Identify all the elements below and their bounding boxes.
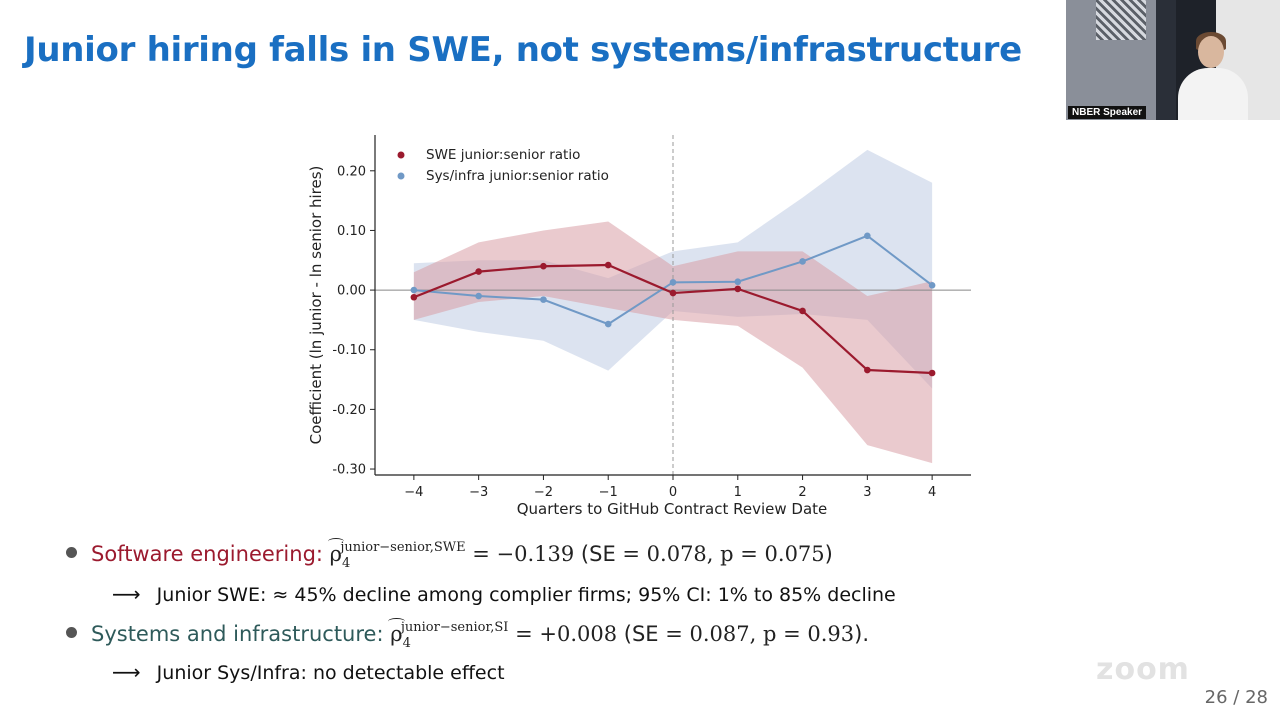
legend-marker-sys [397, 172, 405, 180]
speaker-body [1178, 68, 1248, 120]
legend-label-sys: Sys/infra junior:senior ratio [426, 168, 609, 184]
data-point-swe [410, 293, 418, 301]
estimate-value-swe: = −0.139 [465, 542, 575, 566]
data-point-swe [864, 366, 871, 374]
speaker-name-label: NBER Speaker [1068, 106, 1147, 119]
x-tick-label: 4 [928, 485, 936, 500]
data-point-swe [928, 369, 936, 377]
stats-values-sys: = 0.087, p = 0.93 [665, 622, 855, 646]
data-point-sys [928, 282, 936, 289]
bullet-label-sys: Systems and infrastructure: [91, 622, 384, 646]
data-point-swe [475, 268, 482, 275]
estimator-subscript: 4 [402, 636, 411, 651]
y-tick-label: 0.20 [337, 164, 366, 179]
data-point-swe [734, 285, 742, 293]
x-tick-label: 3 [863, 485, 871, 500]
bullet-label-swe: Software engineering: [91, 542, 323, 566]
stats-close-sys: ). [854, 622, 870, 646]
confidence-band-swe [413, 221, 933, 464]
data-point-swe [669, 289, 677, 297]
y-tick-label: -0.20 [332, 403, 366, 418]
bullet-swe: Software engineering: ρ4junior−senior,SW… [66, 538, 833, 571]
page-number: 26 / 28 [1204, 687, 1268, 708]
x-tick-label: 1 [734, 485, 742, 500]
data-point-swe [799, 307, 806, 315]
bullet-sys: Systems and infrastructure: ρ4junior−sen… [66, 618, 870, 651]
data-point-sys [799, 258, 806, 265]
sub-bullet-swe: ⟶ Junior SWE: ≈ 45% decline among complie… [112, 582, 896, 606]
estimator-formula-sys: ρ4junior−senior,SI = +0.008 [388, 618, 618, 651]
x-tick-label: −3 [469, 485, 488, 500]
video-wall-panel [1096, 0, 1146, 40]
y-tick-label: -0.10 [332, 343, 366, 358]
x-axis-label: Quarters to GitHub Contract Review Date [517, 500, 828, 518]
x-tick-label: 2 [798, 485, 806, 500]
stats-open-sys: (SE [617, 622, 666, 646]
rho-hat-symbol: ρ [327, 538, 345, 566]
zoom-watermark: zoom [1096, 652, 1190, 687]
bullet-dot [66, 546, 77, 558]
chart-legend: SWE junior:senior ratio Sys/infra junior… [397, 147, 609, 184]
estimator-superscript-swe: junior−senior,SWE [340, 540, 466, 555]
bullet-dot [66, 626, 77, 638]
legend-label-swe: SWE junior:senior ratio [426, 147, 580, 163]
right-arrow-icon: ⟶ [112, 660, 141, 684]
y-tick-label: -0.30 [332, 463, 366, 478]
y-tick-label: 0.10 [337, 224, 366, 239]
sub-bullet-sys: ⟶ Junior Sys/Infra: no detectable effect [112, 660, 505, 684]
event-study-chart: 0.20 0.10 0.00 -0.10 -0.20 -0.30 −4 −3 −2 −1 0 1 2 3… [307, 135, 971, 518]
y-axis-label: Coefficient (ln junior - ln senior hires… [307, 166, 325, 445]
speaker-head [1198, 36, 1224, 68]
estimator-subscript: 4 [342, 556, 351, 571]
sub-bullet-text-sys: Junior Sys/Infra: no detectable effect [156, 662, 505, 684]
estimate-value-sys: = +0.008 [508, 622, 618, 646]
stats-values-swe: = 0.078, p = 0.075 [622, 542, 825, 566]
stats-close-swe: ) [824, 542, 833, 566]
legend-marker-swe [397, 151, 405, 159]
estimator-superscript-sys: junior−senior,SI [400, 620, 509, 635]
estimator-formula-swe: ρ4junior−senior,SWE = −0.139 [327, 538, 575, 571]
stats-open-swe: (SE [574, 542, 623, 566]
data-point-sys [734, 278, 742, 286]
sub-bullet-text-swe: Junior SWE: ≈ 45% decline among complier… [156, 584, 896, 606]
data-point-sys [410, 286, 418, 294]
data-point-sys [475, 292, 482, 300]
x-tick-label: −2 [534, 485, 553, 500]
x-tick-label: 0 [669, 485, 677, 500]
data-point-sys [604, 320, 612, 328]
slide-title: Junior hiring falls in SWE, not systems/… [24, 30, 1022, 70]
y-tick-label: 0.00 [337, 284, 366, 299]
data-point-swe [540, 262, 547, 270]
rho-hat-symbol: ρ [388, 618, 406, 646]
speaker-video-thumbnail[interactable]: NBER Speaker [1066, 0, 1280, 120]
x-tick-label: −1 [599, 485, 618, 500]
data-point-sys [669, 279, 677, 286]
data-point-sys [540, 296, 547, 303]
data-point-swe [604, 261, 612, 269]
data-point-sys [864, 232, 871, 240]
x-tick-label: −4 [404, 485, 423, 500]
right-arrow-icon: ⟶ [112, 582, 141, 606]
